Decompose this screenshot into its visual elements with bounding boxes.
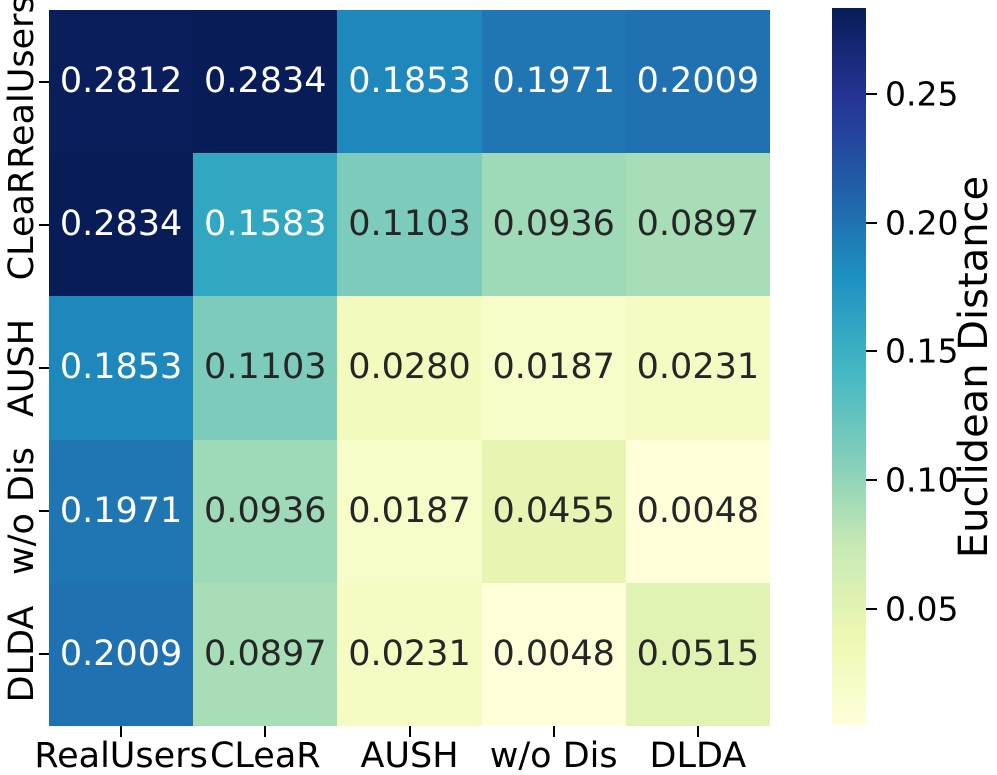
- heatmap-cell: 0.2009: [625, 10, 770, 154]
- heatmap-cell: 0.0897: [625, 153, 770, 297]
- x-tick-mark: [264, 726, 267, 737]
- colorbar-tick-label: 0.10: [885, 460, 959, 500]
- heatmap-cell: 0.0936: [481, 153, 626, 297]
- heatmap-grid: 0.2812 0.2834 0.1853 0.1971 0.2009 0.2834 0.15…: [49, 10, 770, 726]
- heatmap-cell: 0.0455: [481, 439, 626, 583]
- x-tick-mark: [408, 726, 411, 737]
- y-tick-mark: [39, 80, 49, 83]
- colorbar-tick-label: 0.15: [885, 331, 959, 371]
- y-tick-mark: [39, 653, 49, 656]
- colorbar-tick-mark: [866, 350, 877, 353]
- x-tick-label: RealUsers: [34, 736, 208, 775]
- colorbar-tick-mark: [866, 221, 877, 224]
- x-tick-label: w/o Dis: [489, 736, 618, 775]
- colorbar-tick-mark: [866, 92, 877, 95]
- heatmap-cell: 0.2834: [49, 153, 194, 297]
- colorbar-tick-label: 0.25: [885, 74, 959, 114]
- heatmap-cell: 0.2812: [49, 10, 194, 154]
- y-tick-mark: [39, 367, 49, 369]
- y-tick-mark: [39, 510, 49, 513]
- heatmap-cell: 0.1853: [49, 296, 194, 440]
- heatmap-cell: 0.0280: [337, 296, 482, 440]
- colorbar-tick-mark: [866, 478, 877, 481]
- heatmap-cell: 0.0231: [337, 582, 482, 726]
- colorbar-tick-mark: [866, 607, 877, 610]
- x-tick-label: AUSH: [360, 736, 459, 775]
- heatmap-cell: 0.0936: [193, 439, 338, 583]
- heatmap-cell: 0.1971: [49, 439, 194, 583]
- heatmap-cell: 0.2009: [49, 582, 194, 726]
- heatmap-cell: 0.1853: [337, 10, 482, 154]
- x-tick-label: CLeaR: [209, 736, 321, 775]
- x-tick-label: DLDA: [649, 736, 747, 775]
- heatmap-cell: 0.0187: [481, 296, 626, 440]
- heatmap-cell: 0.2834: [193, 10, 338, 154]
- heatmap-cell: 0.1103: [337, 153, 482, 297]
- x-tick-mark: [120, 726, 123, 737]
- heatmap-cell: 0.1583: [193, 153, 338, 297]
- heatmap-cell: 0.1103: [193, 296, 338, 440]
- y-tick-mark: [39, 223, 49, 226]
- y-tick-label: AUSH: [2, 318, 42, 418]
- heatmap-cell: 0.0231: [625, 296, 770, 440]
- heatmap-cell: 0.0187: [337, 439, 482, 583]
- heatmap-cell: 0.0048: [625, 439, 770, 583]
- colorbar: [832, 8, 866, 725]
- x-tick-mark: [696, 726, 699, 737]
- y-tick-label: w/o Dis: [2, 447, 42, 576]
- heatmap-cell: 0.0048: [481, 582, 626, 726]
- heatmap-cell: 0.0515: [625, 582, 770, 726]
- heatmap-cell: 0.1971: [481, 10, 626, 154]
- heatmap-cell: 0.0897: [193, 582, 338, 726]
- colorbar-tick-label: 0.05: [885, 589, 959, 629]
- y-tick-label: DLDA: [2, 606, 42, 703]
- y-tick-label: RealUsers: [2, 0, 42, 169]
- y-tick-label: CLeaR: [2, 169, 42, 281]
- x-tick-mark: [552, 726, 555, 737]
- colorbar-tick-label: 0.20: [885, 203, 959, 243]
